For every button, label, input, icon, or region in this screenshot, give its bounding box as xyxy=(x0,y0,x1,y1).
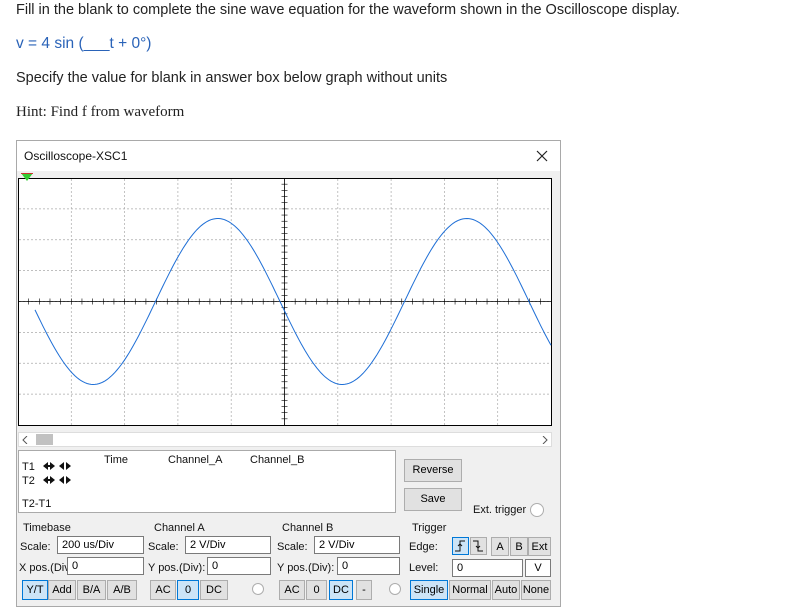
oscilloscope-window: Oscilloscope-XSC1 Time Channel_A Channel… xyxy=(16,140,561,607)
readout-header: Channel_A xyxy=(168,454,223,466)
trigger-type[interactable]: None xyxy=(521,580,551,600)
field-label: Scale: xyxy=(148,541,179,553)
cursor-arrows[interactable] xyxy=(41,461,73,489)
group-title: Timebase xyxy=(23,522,71,534)
instruction: Fill in the blank to complete the sine w… xyxy=(16,2,680,18)
readout-header: Channel_B xyxy=(250,454,305,466)
ext-trigger-label: Ext. trigger xyxy=(473,504,527,516)
field-label: Y pos.(Div): xyxy=(148,562,206,574)
readout-row: T2 xyxy=(22,475,35,487)
field-label: Scale: xyxy=(277,541,308,553)
channel-radio[interactable] xyxy=(389,583,401,595)
trigger-marker xyxy=(21,173,33,181)
reverse-button[interactable]: Reverse xyxy=(404,459,462,482)
trigger-type[interactable]: Normal xyxy=(449,580,491,600)
save-button[interactable]: Save xyxy=(404,488,462,511)
group-title: Trigger xyxy=(412,522,447,534)
channel-radio[interactable] xyxy=(252,583,264,595)
coupling-button[interactable]: 0 xyxy=(306,580,327,600)
scope-screen xyxy=(18,178,552,426)
source-button[interactable]: Ext xyxy=(528,537,551,556)
window-title: Oscilloscope-XSC1 xyxy=(24,149,128,163)
close-button[interactable] xyxy=(536,150,548,162)
coupling-button[interactable]: 0 xyxy=(177,580,199,600)
mode-button[interactable]: Add xyxy=(48,580,76,600)
ypos-input[interactable]: 0 xyxy=(337,557,400,575)
readout-header: Time xyxy=(104,454,129,466)
edge-buttons[interactable] xyxy=(452,537,488,555)
mode-button[interactable]: A/B xyxy=(107,580,137,600)
field-label: Scale: xyxy=(20,541,51,553)
field-label: Level: xyxy=(409,562,439,574)
group-title: Channel B xyxy=(282,522,334,534)
ext-trigger-radio[interactable] xyxy=(530,503,544,517)
hint: Hint: Find f from waveform xyxy=(16,104,185,120)
level-unit[interactable]: V xyxy=(525,559,551,577)
coupling-button[interactable]: AC xyxy=(150,580,176,600)
group-title: Channel A xyxy=(154,522,205,534)
source-button[interactable]: B xyxy=(510,537,528,556)
scrollbar[interactable] xyxy=(18,432,552,447)
equation: v = 4 sin (___t + 0°) xyxy=(16,35,152,52)
mode-button[interactable]: B/A xyxy=(77,580,106,600)
scale-input[interactable]: 200 us/Div xyxy=(57,536,144,554)
coupling-button[interactable]: DC xyxy=(329,580,353,600)
coupling-button[interactable]: - xyxy=(356,580,372,600)
scale-input[interactable]: 2 V/Div xyxy=(185,536,271,554)
scale-input[interactable]: 2 V/Div xyxy=(314,536,400,554)
readout-panel xyxy=(18,450,396,513)
xpos-input[interactable]: 0 xyxy=(67,557,144,575)
readout-row: T1 xyxy=(22,461,35,473)
coupling-button[interactable]: DC xyxy=(200,580,228,600)
source-button[interactable]: A xyxy=(491,537,509,556)
field-label: X pos.(Div): xyxy=(19,562,77,574)
trigger-type[interactable]: Auto xyxy=(492,580,520,600)
level-input[interactable]: 0 xyxy=(452,559,523,577)
answer-instruction: Specify the value for blank in answer bo… xyxy=(16,70,448,86)
title-bar: Oscilloscope-XSC1 xyxy=(17,141,560,171)
coupling-button[interactable]: AC xyxy=(279,580,305,600)
field-label: Y pos.(Div): xyxy=(277,562,335,574)
waveform xyxy=(34,217,552,386)
readout-row: T2-T1 xyxy=(22,498,52,510)
mode-button[interactable]: Y/T xyxy=(22,580,48,600)
ypos-input[interactable]: 0 xyxy=(207,557,271,575)
trigger-type[interactable]: Single xyxy=(410,580,448,600)
field-label: Edge: xyxy=(409,541,438,553)
